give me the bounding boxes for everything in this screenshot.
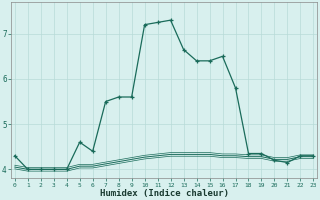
X-axis label: Humidex (Indice chaleur): Humidex (Indice chaleur) — [100, 189, 228, 198]
